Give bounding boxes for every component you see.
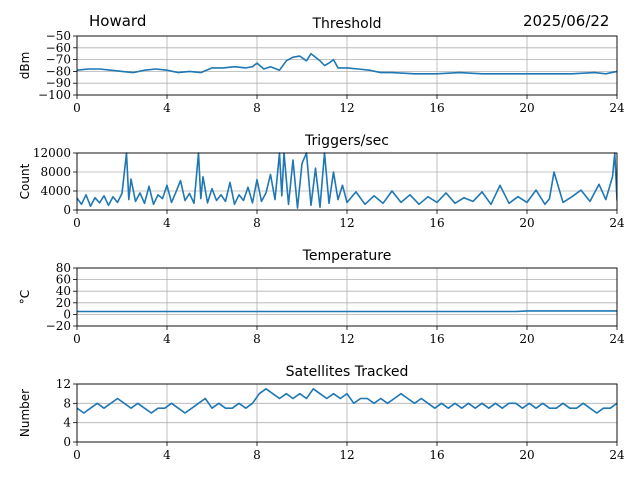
panel-satellites-tracked: 0 4 8 12 16 20 24 0 4 8 12 Satellites Tracked Number [18,364,625,462]
temperature-ytick-label: 60 [56,273,71,287]
triggers-sec-xtick-label: 16 [429,216,444,230]
temperature-xtick-label: 12 [339,332,354,346]
satellites-tracked-xtick-label: 24 [609,448,625,462]
satellites-tracked-xtick-label: 12 [339,448,354,462]
triggers-sec-series-line [77,152,617,209]
threshold-xtick-label: 16 [429,101,444,115]
threshold-xtick-label: 4 [163,101,171,115]
report-date: 2025/06/22 [523,12,610,30]
satellites-tracked-title: Satellites Tracked [286,364,409,380]
satellites-tracked-ytick-label: 8 [63,396,71,410]
threshold-ytick-label: −90 [46,76,71,90]
threshold-title: Threshold [312,16,382,32]
triggers-sec-xtick-label: 24 [609,216,625,230]
triggers-sec-xtick-label: 20 [519,216,534,230]
threshold-ytick-label: −100 [38,88,71,102]
satellites-tracked-ylabel: Number [18,389,32,437]
threshold-xtick-label: 20 [519,101,534,115]
temperature-xtick-label: 0 [73,332,81,346]
satellites-tracked-ytick-label: 12 [56,377,71,391]
satellites-tracked-xtick-label: 20 [519,448,534,462]
satellites-tracked-xtick-label: 4 [163,448,171,462]
satellites-tracked-xtick-label: 16 [429,448,444,462]
temperature-ytick-label: 20 [56,296,71,310]
threshold-xtick-label: 12 [339,101,354,115]
threshold-ytick-label: −60 [46,41,71,55]
station-name: Howard [89,12,147,30]
threshold-ytick-label: −50 [46,29,71,43]
temperature-xtick-label: 20 [519,332,534,346]
satellites-tracked-series-line [77,388,617,414]
threshold-ylabel: dBm [18,52,32,80]
triggers-sec-title: Triggers/sec [304,133,389,149]
temperature-series-line [77,310,617,313]
threshold-series-line [77,52,617,75]
triggers-sec-ytick-label: 12000 [33,146,71,160]
temperature-xtick-label: 16 [429,332,444,346]
triggers-sec-ytick-label: 8000 [40,165,71,179]
satellites-tracked-xtick-label: 8 [253,448,261,462]
triggers-sec-xtick-label: 0 [73,216,81,230]
threshold-xtick-label: 0 [73,101,81,115]
temperature-ytick-label: 0 [63,307,71,321]
temperature-xtick-label: 4 [163,332,171,346]
temperature-xtick-label: 24 [609,332,625,346]
temperature-ytick-label: 80 [56,261,71,275]
satellites-tracked-ytick-label: 0 [63,435,71,449]
temperature-ylabel: °C [18,290,32,304]
temperature-ytick-label: −20 [46,319,71,333]
threshold-xtick-label: 8 [253,101,261,115]
satellites-tracked-xtick-label: 0 [73,448,81,462]
triggers-sec-ytick-label: 4000 [40,184,71,198]
threshold-ytick-label: −70 [46,53,71,67]
triggers-sec-ytick-label: 0 [63,203,71,217]
satellites-tracked-ytick-label: 4 [63,416,71,430]
panel-triggers-sec: 0 4 8 12 16 20 24 0 4000 8000 12000 Triggers/sec Cou… [18,133,625,230]
panel-threshold: 0 4 8 12 16 20 24 −100−90−80−70−60−50 Threshold d… [18,16,625,115]
triggers-sec-ylabel: Count [18,163,32,199]
threshold-ytick-label: −80 [46,64,71,78]
triggers-sec-xtick-label: 8 [253,216,261,230]
threshold-xtick-label: 24 [609,101,625,115]
triggers-sec-xtick-label: 12 [339,216,354,230]
triggers-sec-xtick-label: 4 [163,216,171,230]
temperature-xtick-label: 8 [253,332,261,346]
temperature-ytick-label: 40 [56,284,71,298]
temperature-title: Temperature [302,248,392,264]
